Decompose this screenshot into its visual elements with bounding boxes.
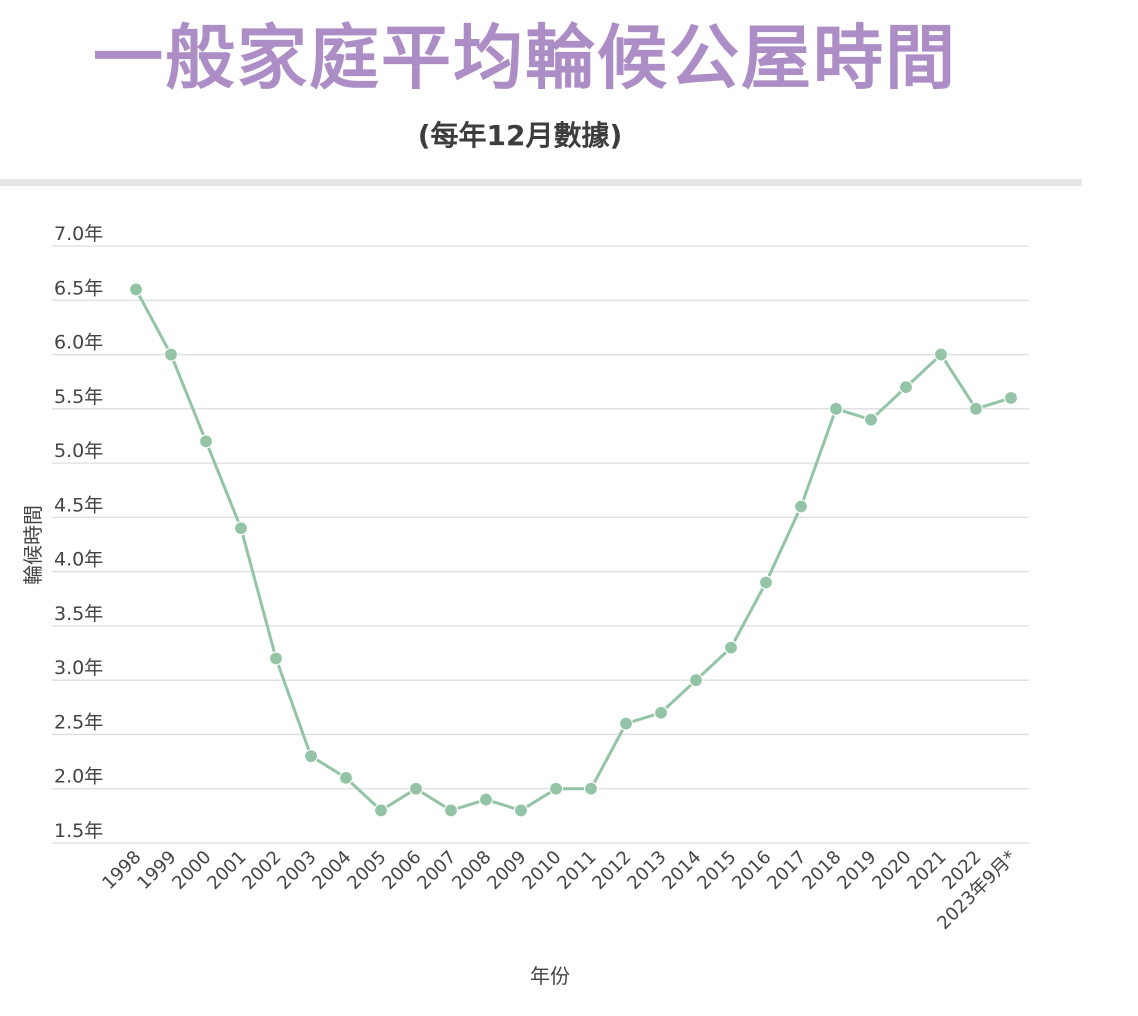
- y-tick-label: 6.5年: [54, 277, 103, 299]
- y-tick-label: 5.5年: [54, 386, 103, 408]
- x-tick-label: 2013: [623, 847, 670, 894]
- data-point: [513, 803, 529, 818]
- y-tick-label: 2.0年: [54, 766, 103, 788]
- x-tick-label: 2007: [413, 847, 460, 894]
- data-point: [828, 401, 844, 416]
- data-point: [793, 499, 809, 514]
- data-point: [548, 781, 564, 796]
- x-tick-label: 2003: [273, 847, 320, 894]
- x-tick-label: 2016: [728, 847, 775, 894]
- x-tick-label: 2015: [693, 847, 740, 894]
- data-point: [338, 770, 354, 785]
- data-point: [933, 347, 949, 362]
- x-tick-label: 2002: [238, 847, 285, 894]
- x-tick-label: 2014: [658, 847, 705, 894]
- x-tick-label: 2019: [833, 847, 880, 894]
- x-tick-label: 2008: [448, 847, 495, 894]
- y-tick-label: 5.0年: [54, 440, 103, 462]
- data-point: [1003, 390, 1019, 406]
- x-tick-label: 2001: [203, 847, 250, 894]
- grid-lines: [52, 245, 1029, 844]
- x-tick-label: 2011: [553, 847, 600, 894]
- x-tick-label: 2006: [378, 847, 425, 894]
- data-point: [163, 347, 179, 362]
- x-tick-label: 2020: [868, 847, 915, 894]
- x-axis-ticks: 1998199920002001200220032004200520062007…: [98, 847, 1020, 934]
- y-tick-label: 2.5年: [54, 711, 103, 733]
- data-point: [898, 380, 914, 395]
- x-tick-label: 2000: [168, 847, 215, 894]
- data-point: [408, 781, 424, 796]
- x-tick-label: 1999: [133, 847, 180, 894]
- series-group: [128, 282, 1019, 818]
- series-line: [134, 288, 1012, 812]
- data-point: [373, 803, 389, 818]
- y-axis-label: 輪候時間: [21, 505, 45, 585]
- x-tick-label: 2012: [588, 847, 635, 894]
- data-point: [758, 575, 774, 590]
- data-point: [863, 412, 879, 427]
- data-point: [688, 673, 704, 688]
- x-tick-label: 2010: [518, 847, 565, 894]
- x-tick-label: 2021: [903, 847, 950, 894]
- data-point: [268, 651, 284, 666]
- x-tick-label: 2009: [483, 847, 530, 894]
- x-tick-label: 2017: [763, 847, 810, 894]
- y-tick-label: 6.0年: [54, 332, 103, 354]
- y-tick-label: 3.5年: [54, 603, 103, 625]
- data-point: [233, 521, 249, 536]
- data-point: [478, 792, 494, 807]
- data-point: [618, 716, 634, 731]
- chart-title: 一般家庭平均輪候公屋時間: [93, 17, 957, 99]
- y-axis-ticks: 1.5年 2.0年 2.5年 3.0年 3.5年 4.0年 4.5年 5.0年 5.5年 6.0年…: [54, 223, 103, 842]
- y-tick-label: 1.5年: [54, 820, 103, 842]
- data-point: [653, 705, 669, 720]
- x-tick-label: 2005: [343, 847, 390, 894]
- data-point: [583, 781, 599, 796]
- data-point: [968, 401, 984, 416]
- y-tick-label: 7.0年: [54, 223, 103, 245]
- x-tick-label: 2004: [308, 847, 355, 894]
- data-point: [303, 749, 319, 764]
- x-tick-label: 1998: [98, 847, 145, 894]
- data-point: [443, 803, 459, 818]
- y-tick-label: 4.5年: [54, 494, 103, 516]
- data-point: [723, 640, 739, 655]
- data-point: [128, 282, 144, 297]
- y-tick-label: 3.0年: [54, 657, 103, 679]
- y-tick-label: 4.0年: [54, 549, 103, 571]
- header-divider: [0, 179, 1082, 186]
- data-point: [198, 434, 214, 449]
- chart-subtitle: (每年12月數據): [417, 119, 623, 152]
- x-tick-label: 2018: [798, 847, 845, 894]
- x-axis-label: 年份: [530, 964, 570, 988]
